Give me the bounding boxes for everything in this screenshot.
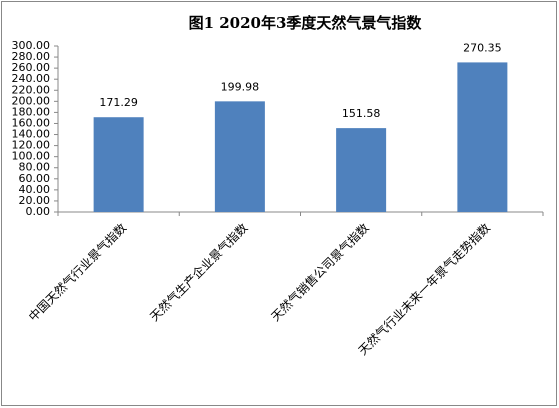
y-tick-label: 200.00 [12,94,51,107]
y-tick-label: 180.00 [12,105,51,118]
y-tick-label: 80.00 [19,161,51,174]
y-tick-label: 260.00 [12,61,51,74]
bar [336,128,387,212]
y-tick-label: 240.00 [12,72,51,85]
y-tick-label: 120.00 [12,139,51,152]
y-tick-label: 0.00 [26,205,51,218]
y-tick-label: 300.00 [12,39,51,52]
y-tick-label: 220.00 [12,83,51,96]
data-label: 151.58 [342,107,381,120]
data-label: 270.35 [463,41,502,54]
y-tick-label: 280.00 [12,50,51,63]
y-tick-label: 60.00 [19,172,51,185]
y-tick-label: 140.00 [12,128,51,141]
bar [214,101,265,212]
y-tick-label: 40.00 [19,183,51,196]
y-tick-label: 100.00 [12,150,51,163]
bar [457,62,508,212]
data-label: 199.98 [221,80,260,93]
chart-title: 图1 2020年3季度天然气景气指数 [189,14,423,32]
y-tick-label: 20.00 [19,194,51,207]
bar [93,117,144,212]
data-label: 171.29 [99,96,138,109]
y-tick-label: 160.00 [12,116,51,129]
